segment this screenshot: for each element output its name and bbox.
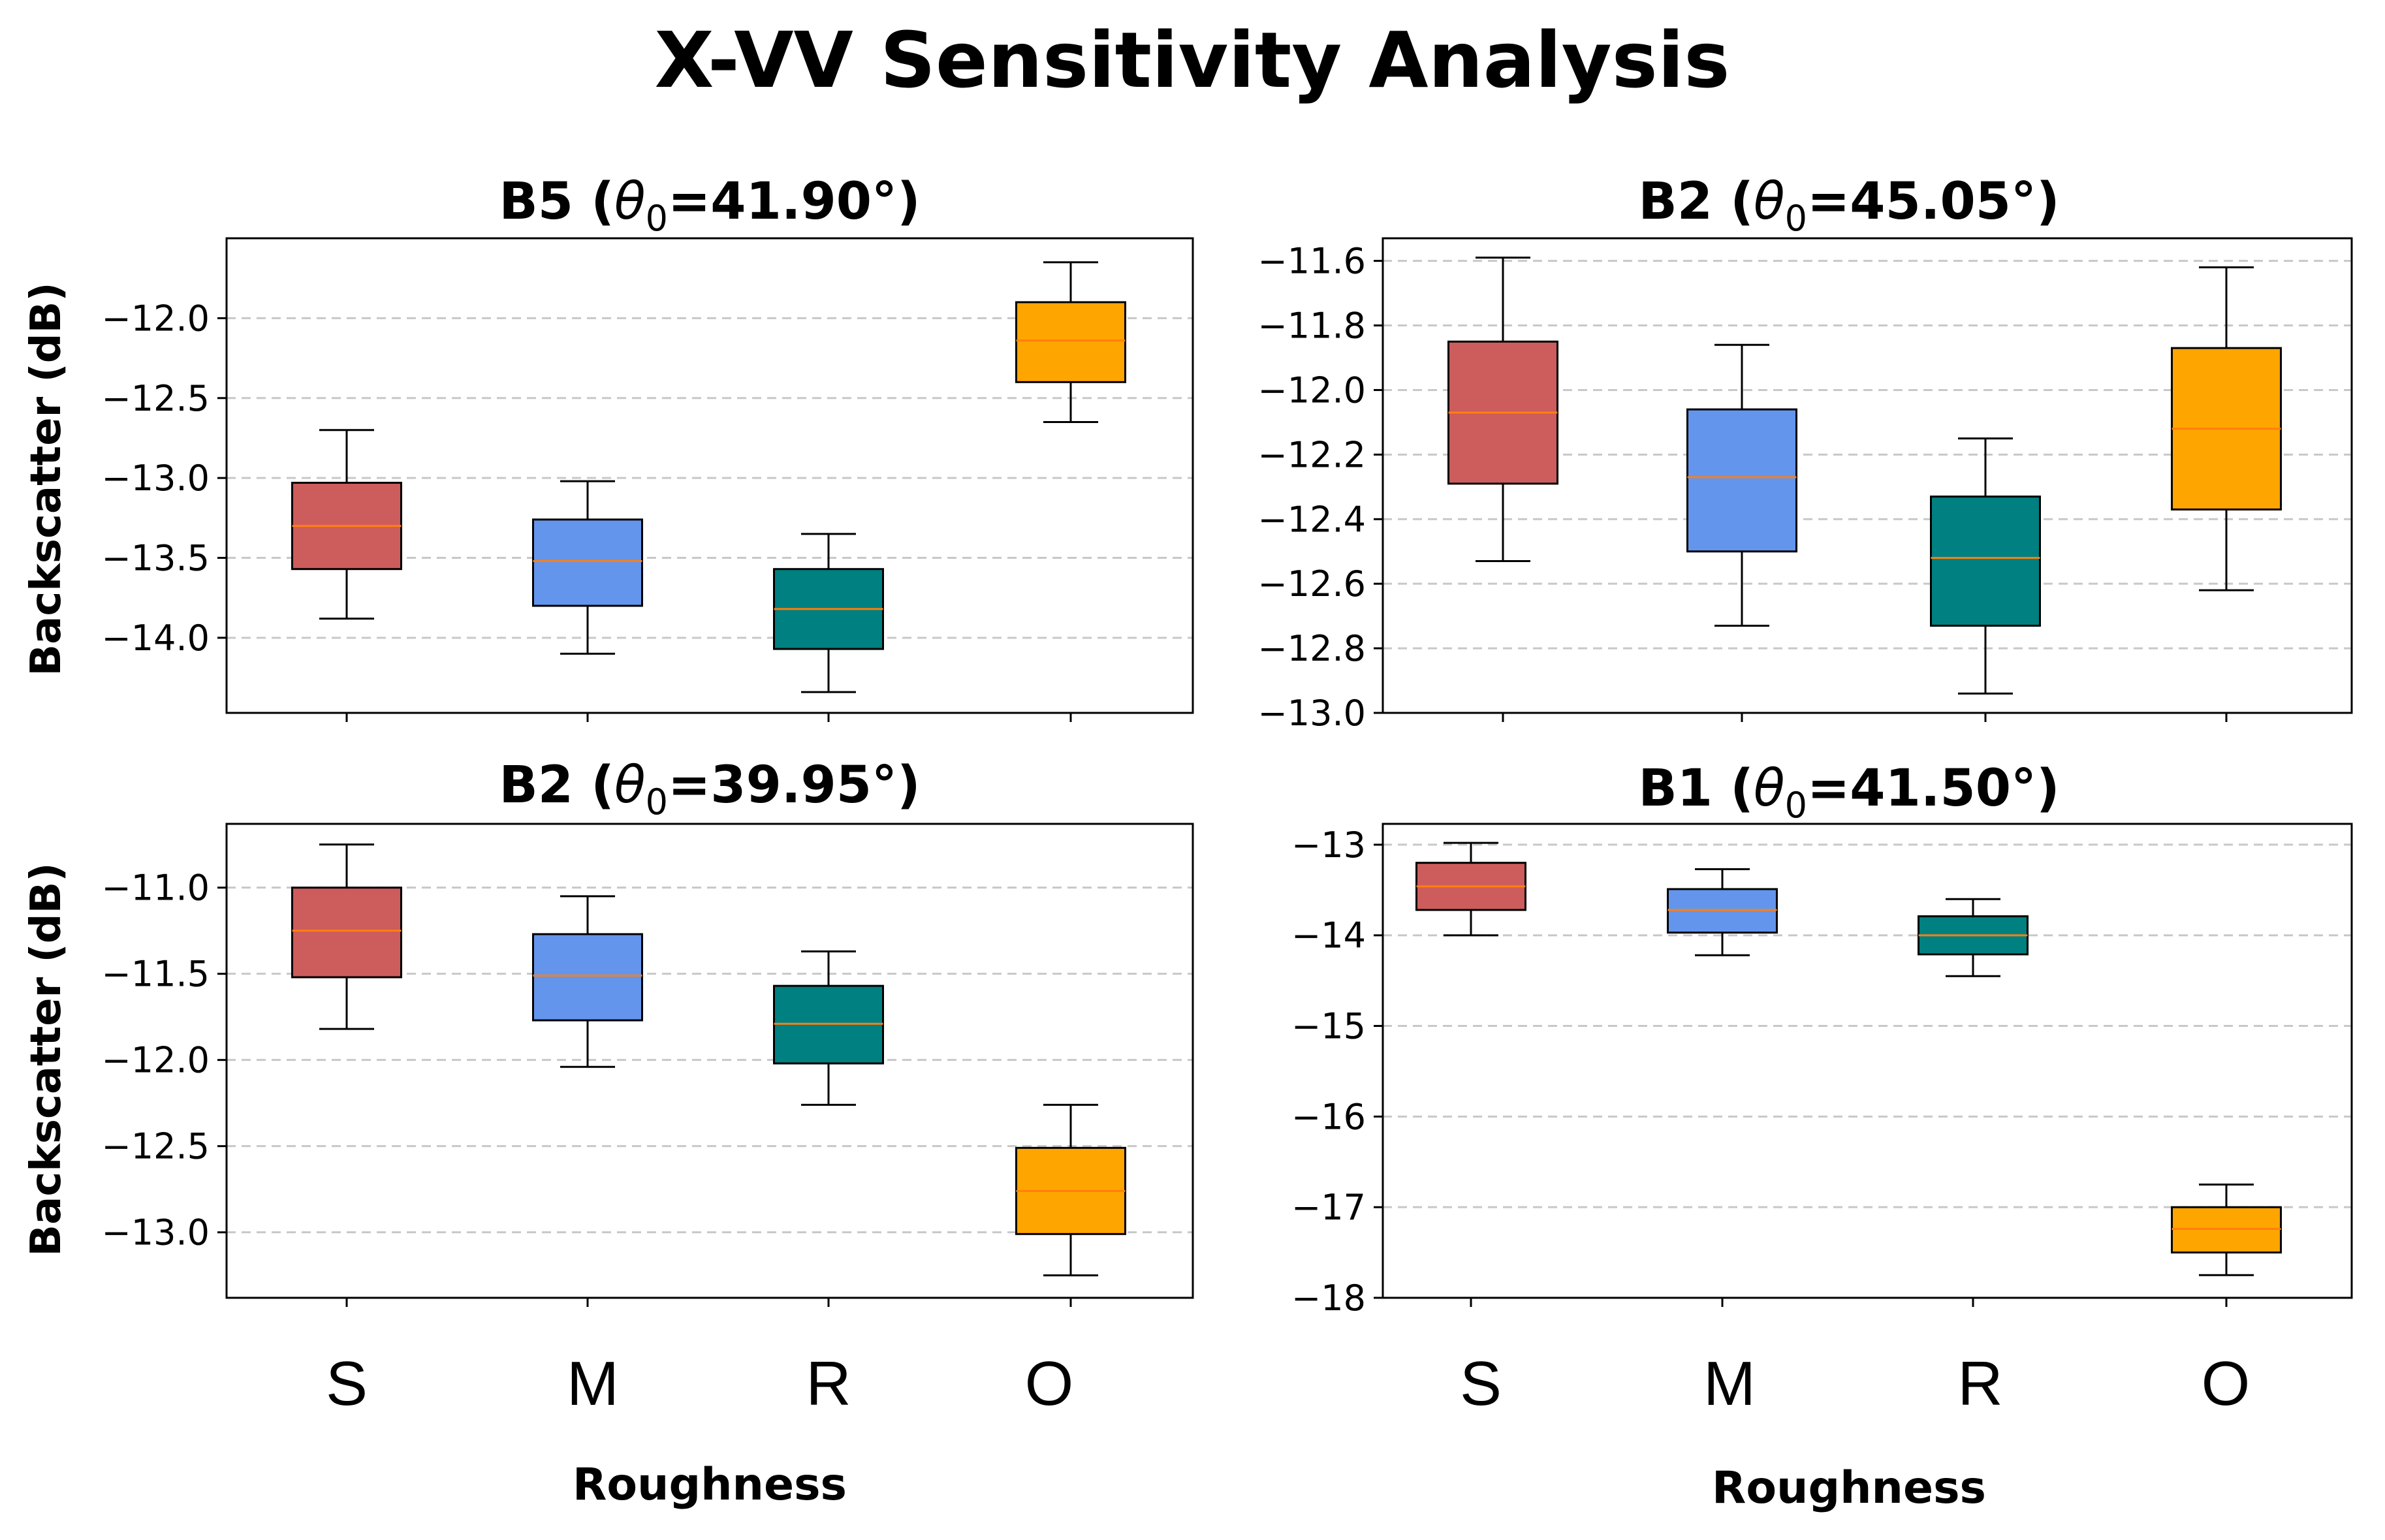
- y-tick-label: −16: [1291, 1096, 1366, 1137]
- panel-title: B2 (θ0=45.05°): [1638, 172, 2059, 239]
- plot-frame: [1382, 823, 2353, 1299]
- x-category-r: R: [806, 1349, 851, 1419]
- x-categories-right: S M R O: [1460, 1349, 2250, 1419]
- y-tick-label: −14: [1291, 915, 1366, 956]
- y-tick-label: −12.5: [102, 378, 210, 419]
- y-tick-label: −15: [1291, 1006, 1366, 1047]
- plot-frame: [225, 823, 1194, 1299]
- y-tick-label: −11.6: [1258, 241, 1366, 282]
- panel-title: B1 (θ0=41.50°): [1638, 759, 2059, 826]
- y-tick-label: −18: [1291, 1278, 1366, 1319]
- y-axis-label-top: Backscatter (dB): [22, 282, 71, 676]
- x-category-s: S: [326, 1349, 368, 1419]
- x-category-m: M: [1703, 1349, 1756, 1419]
- panel-title: B5 (θ0=41.90°): [499, 172, 920, 239]
- y-axis-label-bottom: Backscatter (dB): [22, 862, 71, 1256]
- figure-title: X-VV Sensitivity Analysis: [654, 15, 1730, 105]
- plot-frame: [1382, 237, 2353, 714]
- y-tick-label: −12.4: [1258, 499, 1366, 540]
- x-categories-left: S M R O: [326, 1349, 1073, 1419]
- y-tick-label: −13.5: [102, 538, 210, 579]
- box-m: [532, 518, 643, 607]
- y-tick-label: −12.2: [1258, 434, 1366, 475]
- panel-b5-41-90: B5 (θ0=41.90°) −12.0 −12.5 −13.0 −13.5 −14.0: [102, 172, 1194, 722]
- y-tick-label: −12.5: [102, 1126, 210, 1167]
- panel-b2-39-95: B2 (θ0=39.95°) −11.0 −11.5 −12.0 −12.5 −13.0: [102, 756, 1194, 1307]
- panel-b2-45-05: B2 (θ0=45.05°) −11.6 −11.8 −12.0 −12.2 −12.4 −…: [1258, 172, 2353, 734]
- y-tick-label: −12.0: [102, 298, 210, 339]
- y-tick-label: −17: [1291, 1187, 1366, 1228]
- y-tick-label: −13: [1291, 825, 1366, 866]
- y-tick-label: −11.0: [102, 868, 210, 909]
- y-tick-label: −14.0: [102, 618, 210, 659]
- y-tick-label: −13.0: [1258, 693, 1366, 734]
- x-axis-label-left: Roughness: [573, 1459, 847, 1511]
- x-category-o: O: [2202, 1349, 2251, 1419]
- box-m: [532, 933, 643, 1022]
- x-axis-label-right: Roughness: [1712, 1462, 1986, 1514]
- y-tick-label: −13.0: [102, 1212, 210, 1253]
- box-o: [1015, 301, 1126, 383]
- box-m: [1686, 408, 1797, 553]
- x-category-o: O: [1025, 1349, 1074, 1419]
- panel-title: B2 (θ0=39.95°): [499, 756, 920, 823]
- plot-frame: [225, 237, 1194, 714]
- y-tick-label: −11.5: [102, 954, 210, 995]
- box-s: [291, 887, 402, 979]
- y-tick-label: −12.6: [1258, 563, 1366, 605]
- x-category-m: M: [567, 1349, 619, 1419]
- y-tick-label: −12.0: [102, 1040, 210, 1081]
- x-category-s: S: [1460, 1349, 1502, 1419]
- y-tick-label: −11.8: [1258, 306, 1366, 347]
- panel-b1-41-50: B1 (θ0=41.50°) −13 −14 −15 −16 −17 −18: [1291, 759, 2353, 1319]
- box-r: [1930, 495, 2041, 627]
- y-tick-label: −12.0: [1258, 369, 1366, 411]
- y-tick-label: −12.8: [1258, 628, 1366, 669]
- x-category-r: R: [1957, 1349, 2002, 1419]
- y-tick-label: −13.0: [102, 458, 210, 499]
